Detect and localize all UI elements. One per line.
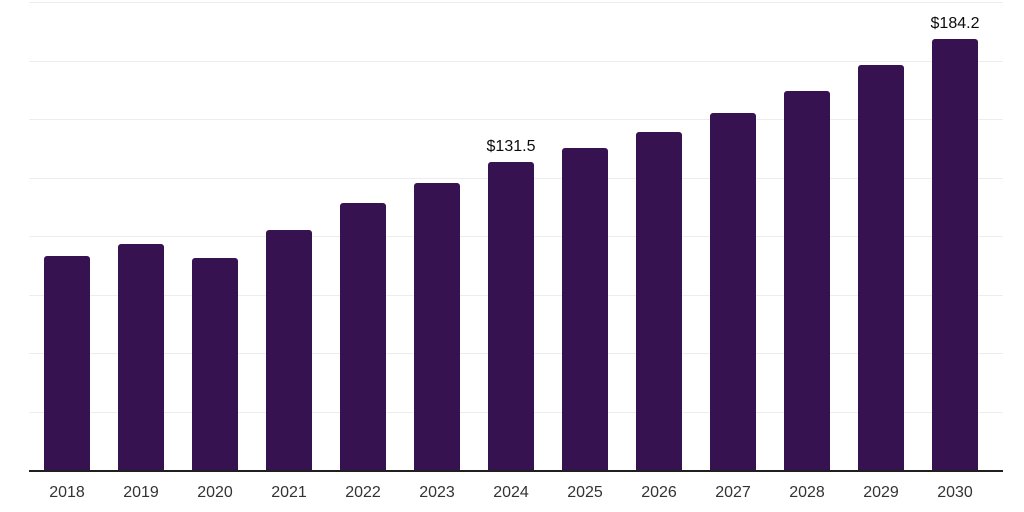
bar-2021 — [266, 230, 312, 470]
bar-2029 — [858, 65, 904, 470]
x-tick-2027: 2027 — [715, 484, 751, 501]
gridline-200 — [29, 2, 1003, 3]
bar-2030 — [932, 38, 978, 470]
x-tick-2023: 2023 — [419, 484, 455, 501]
x-tick-2018: 2018 — [49, 484, 85, 501]
bar-2024 — [488, 162, 534, 470]
bar-2028 — [784, 90, 830, 470]
x-tick-2021: 2021 — [271, 484, 307, 501]
gridline-175 — [29, 60, 1003, 62]
bar-2026 — [636, 131, 682, 470]
x-tick-2029: 2029 — [863, 484, 899, 501]
bar-2025 — [562, 147, 608, 470]
x-tick-2028: 2028 — [789, 484, 825, 501]
bar-2018 — [44, 255, 90, 470]
x-axis-line — [29, 470, 1003, 472]
x-tick-2019: 2019 — [123, 484, 159, 501]
x-tick-2026: 2026 — [641, 484, 677, 501]
x-tick-2030: 2030 — [937, 484, 973, 501]
x-tick-2022: 2022 — [345, 484, 381, 501]
bar-2019 — [118, 243, 164, 470]
bar-2023 — [414, 182, 460, 470]
bar-2020 — [192, 257, 238, 470]
data-label-2024: $131.5 — [486, 138, 536, 156]
bar-2022 — [340, 203, 386, 470]
bar-2027 — [710, 113, 756, 470]
data-label-2030: $184.2 — [930, 14, 980, 32]
x-tick-2024: 2024 — [493, 484, 529, 501]
x-tick-2020: 2020 — [197, 484, 233, 501]
gridline-150 — [29, 119, 1003, 120]
x-tick-2025: 2025 — [567, 484, 603, 501]
